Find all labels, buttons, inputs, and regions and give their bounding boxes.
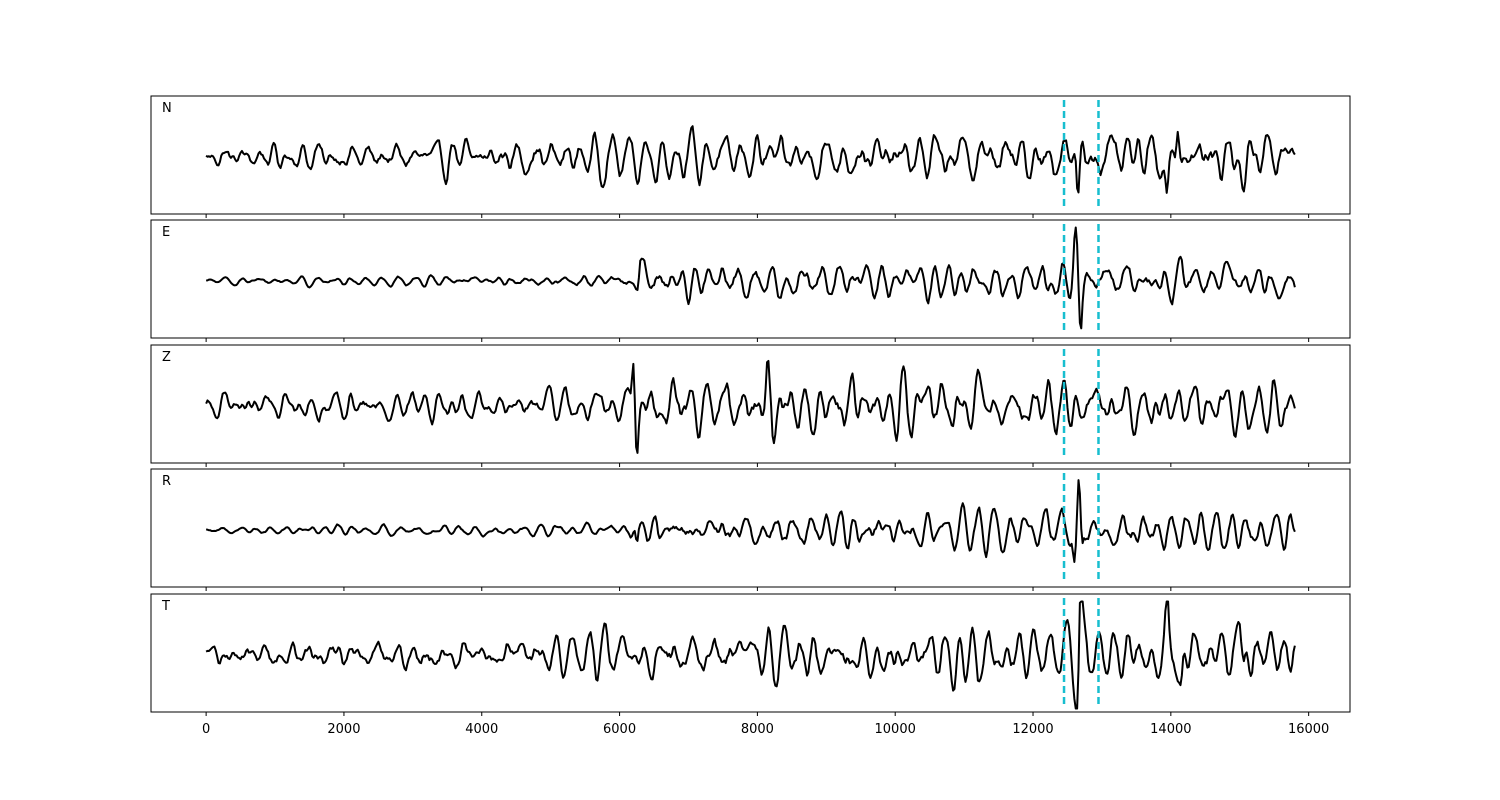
x-tick-label: 4000	[465, 722, 498, 737]
panel-label: N	[162, 101, 172, 116]
panel-t: T	[150, 593, 1351, 716]
panel-e: E	[150, 219, 1351, 342]
x-tick-label: 8000	[741, 722, 774, 737]
waveform-trace-n	[205, 125, 1296, 194]
panel-r: R	[150, 468, 1351, 591]
waveform-trace-r	[205, 479, 1296, 563]
panel-frame	[150, 593, 1351, 713]
waveform-trace-e	[205, 226, 1296, 330]
panel-label: T	[161, 599, 170, 614]
x-axis: 0 2000 4000 6000 8000 10000 12000 14000 16000	[202, 722, 1329, 737]
trace-panels: N E Z R T	[150, 95, 1351, 716]
panel-n: N	[150, 95, 1351, 218]
x-tick-label: 10000	[875, 722, 916, 737]
panel-frame	[150, 344, 1351, 464]
x-tick-label: 0	[202, 722, 210, 737]
x-tick-label: 6000	[603, 722, 636, 737]
waveform-trace-t	[205, 600, 1296, 710]
x-tick-label: 12000	[1012, 722, 1053, 737]
panel-label: Z	[162, 350, 171, 365]
panel-frame	[150, 219, 1351, 339]
panel-z: Z	[150, 344, 1351, 467]
x-tick-label: 2000	[327, 722, 360, 737]
x-tick-label: 16000	[1288, 722, 1329, 737]
panel-label: R	[162, 474, 171, 489]
panel-frame	[150, 468, 1351, 588]
x-tick-label: 14000	[1150, 722, 1191, 737]
waveform-trace-z	[205, 359, 1296, 454]
panel-label: E	[162, 225, 170, 240]
panel-frame	[150, 95, 1351, 215]
